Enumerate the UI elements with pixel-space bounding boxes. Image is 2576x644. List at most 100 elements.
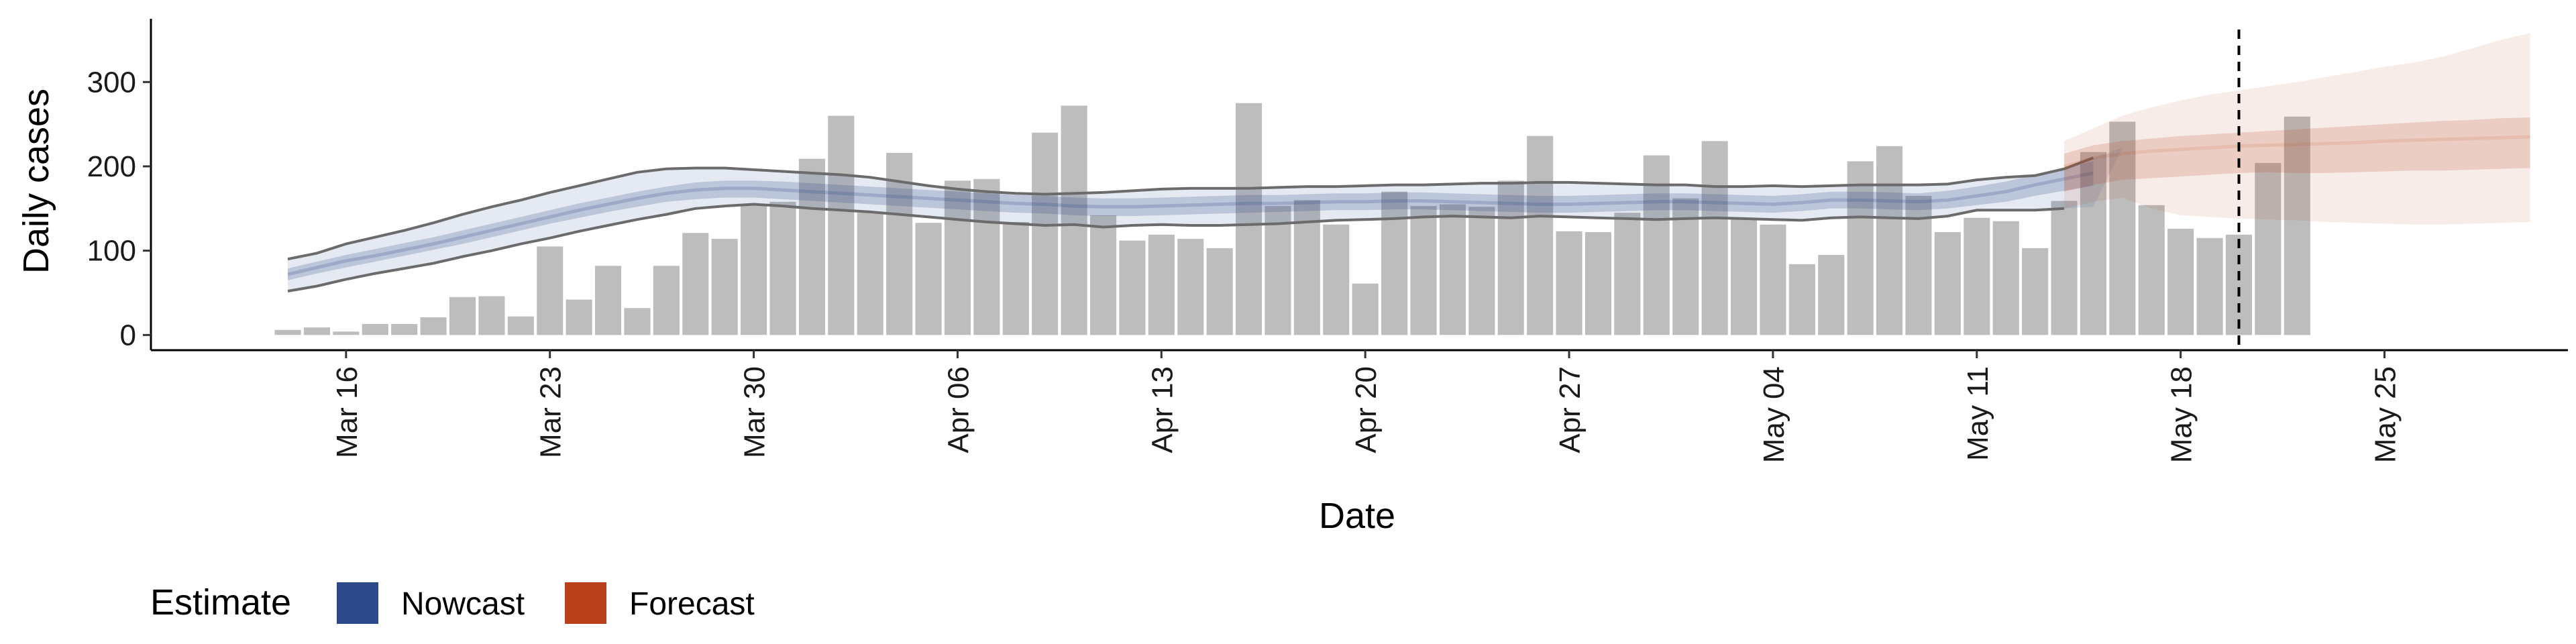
legend-label-forecast: Forecast (629, 586, 755, 622)
x-tick-label: Mar 23 (535, 366, 568, 458)
nowcast-band-90 (288, 148, 2123, 291)
y-tick-label: 100 (87, 235, 136, 268)
bar (1265, 206, 1291, 335)
bar (333, 331, 360, 335)
bar (1236, 103, 1263, 335)
forecast-band-90 (2064, 33, 2530, 225)
bar (1788, 264, 1815, 335)
bar (1876, 146, 1903, 335)
nowcast-median-line (287, 171, 2094, 276)
legend-swatch-nowcast (337, 582, 378, 624)
bar (1964, 217, 1990, 335)
bar (2225, 234, 2252, 335)
bar (566, 299, 592, 335)
x-tick-label: May 11 (1962, 366, 1994, 461)
bar (1847, 161, 1874, 335)
bar (537, 246, 564, 335)
bar (1381, 191, 1408, 335)
bar (1818, 255, 1845, 335)
legend-swatch-forecast (565, 582, 606, 624)
bar (2255, 162, 2282, 335)
bar (303, 327, 330, 335)
bar (1439, 204, 1466, 335)
bar (1177, 239, 1204, 335)
y-axis-title: Daily cases (16, 89, 56, 274)
bar (1032, 132, 1059, 335)
x-tick-label: May 25 (2369, 366, 2402, 463)
bar (2051, 201, 2078, 335)
bar (1323, 224, 1350, 335)
bar (653, 266, 680, 335)
x-tick-label: May 18 (2165, 366, 2198, 463)
x-axis-title: Date (1319, 496, 1395, 536)
bar (391, 324, 418, 335)
x-tick-label: Apr 27 (1554, 366, 1587, 453)
bar (1468, 207, 1495, 335)
bar (1701, 141, 1728, 335)
bar (944, 180, 971, 335)
bar (1090, 215, 1117, 335)
bar (2138, 205, 2165, 335)
bar (682, 233, 709, 335)
bar (1497, 180, 1524, 335)
bar (449, 297, 476, 335)
forecast-median-line (2063, 135, 2530, 168)
bar (1527, 136, 1554, 335)
x-tick-label: Apr 06 (942, 366, 975, 453)
bar (507, 316, 534, 335)
bar (1934, 232, 1961, 335)
legend-title: Estimate (150, 582, 291, 623)
bar (624, 308, 651, 335)
bar (420, 317, 447, 335)
x-tick-label: Mar 30 (739, 366, 771, 458)
bar (274, 329, 301, 335)
bar (1148, 234, 1175, 335)
bar (711, 239, 738, 335)
y-tick-label: 200 (87, 150, 136, 183)
legend-label-nowcast: Nowcast (401, 586, 525, 622)
bar (973, 178, 1000, 335)
x-tick-label: Apr 20 (1350, 366, 1383, 453)
bar (857, 213, 883, 335)
bar (2196, 237, 2223, 335)
bar (1992, 221, 2019, 335)
bar (2284, 116, 2310, 335)
bar (1585, 232, 1611, 335)
bar (1643, 155, 1670, 335)
bar-series (274, 103, 2310, 335)
legend: Estimate Nowcast Forecast (150, 582, 755, 624)
x-tick-label: Mar 16 (331, 366, 364, 458)
bar (1119, 240, 1146, 335)
bar (769, 201, 796, 335)
bar (1352, 283, 1379, 335)
bar (362, 324, 388, 335)
y-tick-label: 0 (120, 319, 136, 352)
bar (1061, 105, 1087, 335)
bar (2109, 121, 2136, 335)
nowcast-upper-interval-line (287, 156, 2094, 261)
bar (1410, 206, 1437, 335)
bar (1760, 224, 1786, 335)
y-tick-label: 300 (87, 66, 136, 99)
bar (2022, 248, 2049, 335)
bar (1614, 213, 1641, 335)
bar (798, 158, 825, 335)
x-tick-label: May 04 (1758, 366, 1790, 463)
plot-area (274, 30, 2530, 350)
bar (915, 223, 942, 335)
bar (478, 296, 505, 335)
bar (2167, 229, 2194, 335)
bar (1206, 248, 1233, 335)
nowcast-band-50 (288, 161, 2094, 280)
bar (1556, 231, 1582, 335)
axes: 0 100 200 300 Mar 16 Mar 23 Mar 30 Apr 06 Apr 13… (87, 19, 2568, 463)
bar (828, 115, 855, 335)
x-tick-label: Apr 13 (1146, 366, 1179, 453)
forecast-band-50 (2064, 117, 2530, 192)
bar (741, 204, 767, 335)
bar (2080, 152, 2106, 335)
bar (1672, 198, 1699, 335)
bar (1002, 221, 1029, 335)
bar (1731, 219, 1758, 335)
